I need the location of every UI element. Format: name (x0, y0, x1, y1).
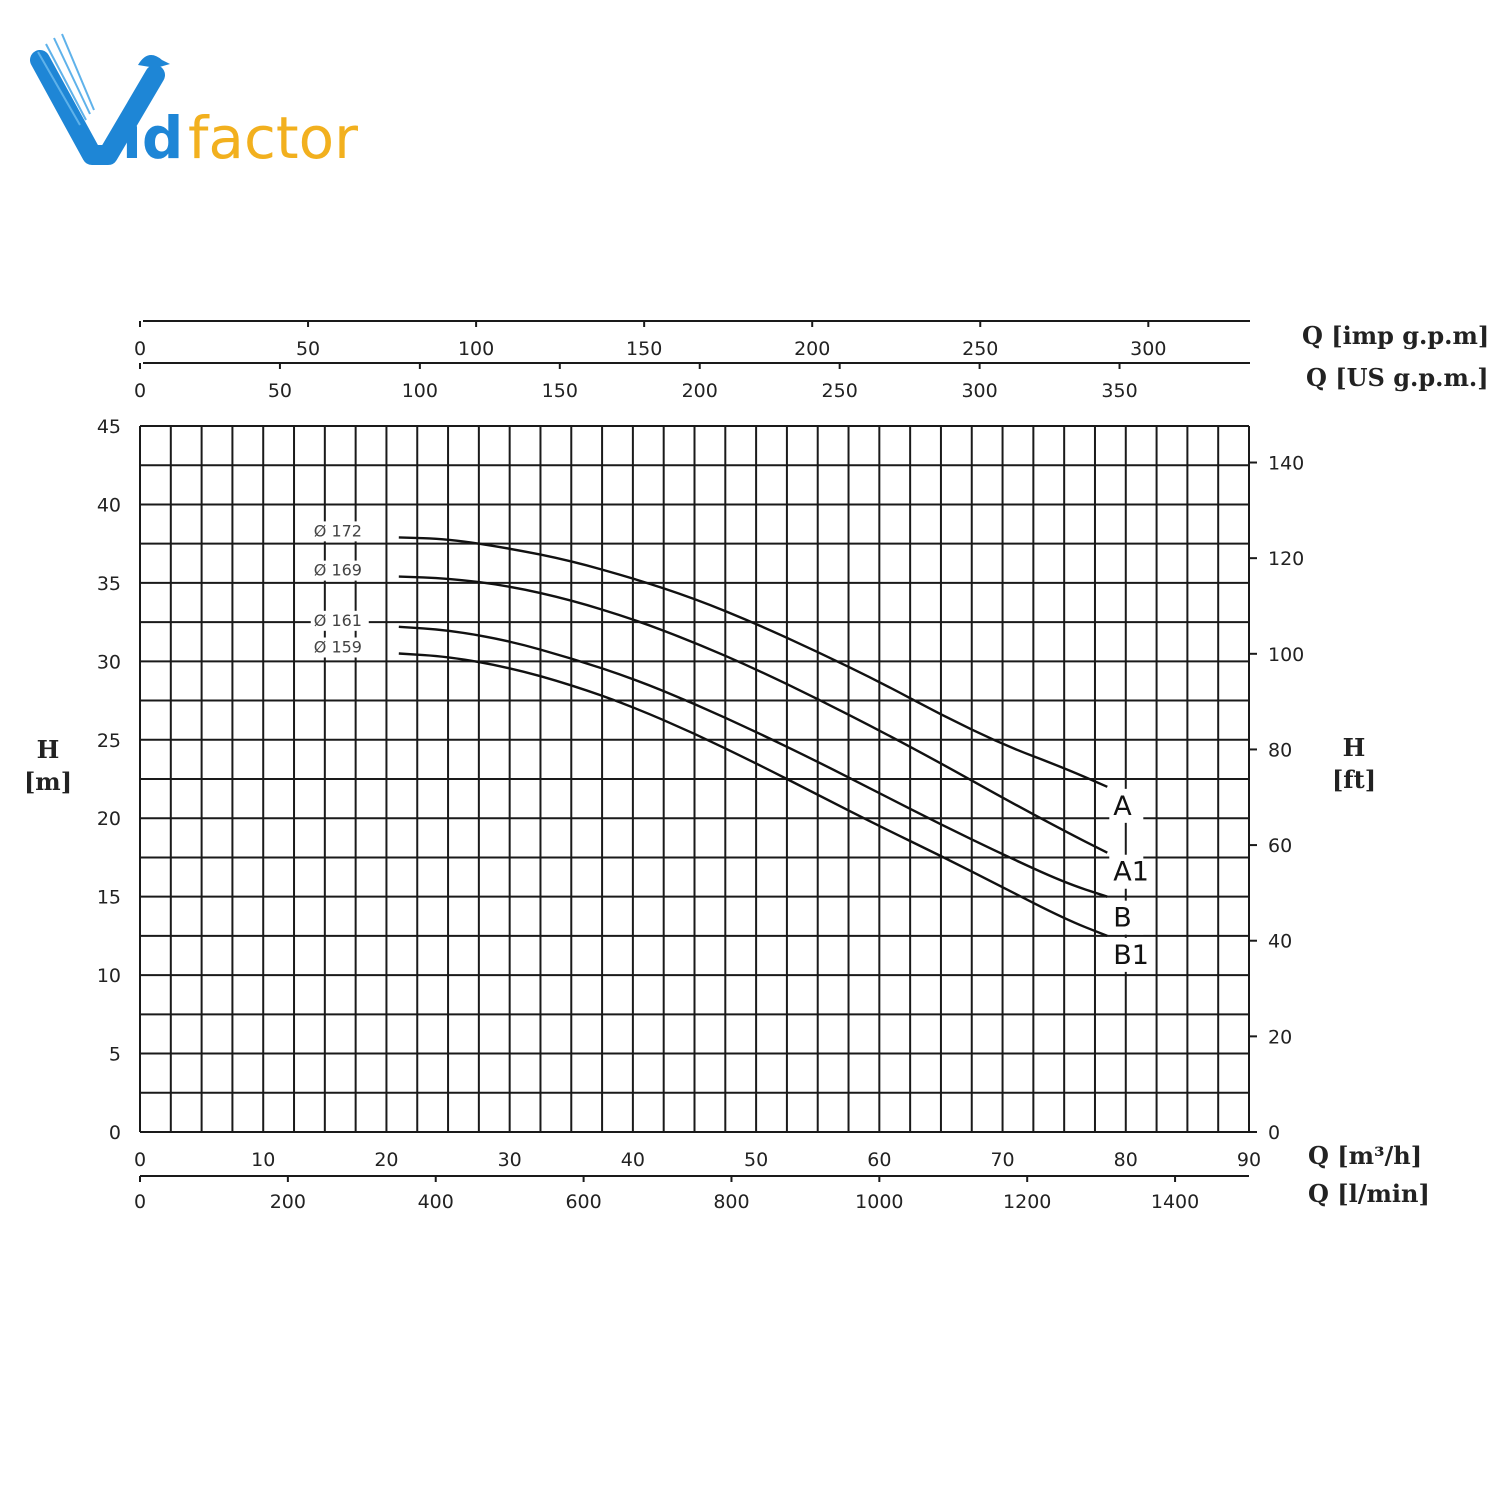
curve-label-bg (310, 521, 369, 542)
x-tick-label-m3h: 50 (744, 1149, 768, 1171)
x-tick-label-lmin: 1200 (1003, 1191, 1051, 1213)
pump-curve-a (398, 536, 1108, 788)
y-tick-label-m: 15 (97, 887, 121, 909)
curve-end-label: A1 (1113, 857, 1149, 888)
x-tick-label-usgpm: 100 (402, 380, 438, 402)
bird-wing-icon (30, 33, 170, 165)
x-tick-label-imp: 0 (134, 338, 146, 360)
y-tick-label-ft: 100 (1268, 644, 1304, 666)
x-axis-label-imp: Q [imp g.p.m] (1302, 321, 1489, 350)
end-label-bg (1109, 900, 1144, 935)
y-tick-label-m: 45 (97, 416, 121, 438)
x-tick-label-lmin: 200 (270, 1191, 306, 1213)
y-tick-label-m: 35 (97, 573, 121, 595)
curve-label-bg (310, 560, 369, 581)
end-label-bg (1109, 854, 1144, 889)
end-label-bg (1109, 788, 1144, 823)
curve-diameter-label: Ø 161 (314, 611, 362, 630)
x-tick-label-m3h: 20 (374, 1149, 398, 1171)
x-tick-label-m3h: 90 (1237, 1149, 1261, 1171)
pump-curve-b1 (398, 652, 1108, 938)
pump-curve-a1 (398, 575, 1108, 854)
vidfactor-logo: id factor (30, 33, 358, 172)
x-tick-label-imp: 100 (458, 338, 494, 360)
x-tick-label-usgpm: 250 (822, 380, 858, 402)
x-tick-label-imp: 150 (626, 338, 662, 360)
y-tick-label-m: 0 (109, 1122, 121, 1144)
x-axis-label-m3h: Q [m³/h] (1308, 1141, 1422, 1170)
y-tick-label-m: 20 (97, 808, 121, 830)
x-tick-label-imp: 250 (962, 338, 998, 360)
y-tick-label-m: 40 (97, 494, 121, 516)
x-tick-label-lmin: 1000 (855, 1191, 903, 1213)
y-tick-label-m: 30 (97, 651, 121, 673)
y-axis-label-left-line1: H (37, 735, 60, 764)
x-tick-label-usgpm: 150 (542, 380, 578, 402)
x-tick-label-usgpm: 50 (268, 380, 292, 402)
y-tick-label-ft: 0 (1268, 1122, 1280, 1144)
x-tick-label-m3h: 30 (498, 1149, 522, 1171)
chart-axes: 051015202530354045H[m]020406080100120140… (24, 320, 1489, 1213)
y-tick-label-ft: 140 (1268, 453, 1304, 475)
x-axis-label-lmin: Q [l/min] (1308, 1179, 1430, 1208)
x-tick-label-usgpm: 350 (1101, 380, 1137, 402)
curve-diameter-label: Ø 172 (314, 521, 362, 540)
y-tick-label-m: 25 (97, 730, 121, 752)
x-tick-label-lmin: 400 (418, 1191, 454, 1213)
x-tick-label-usgpm: 300 (961, 380, 997, 402)
x-tick-label-m3h: 60 (867, 1149, 891, 1171)
logo-text-suffix: factor (188, 104, 358, 172)
x-tick-label-usgpm: 200 (682, 380, 718, 402)
y-axis-label-right-line2: [ft] (1332, 765, 1376, 794)
curve-label-bg (310, 610, 369, 631)
y-tick-label-m: 10 (97, 965, 121, 987)
x-tick-label-imp: 300 (1130, 338, 1166, 360)
end-label-bg (1109, 937, 1144, 972)
curve-diameter-label: Ø 169 (314, 561, 362, 580)
y-tick-label-ft: 60 (1268, 835, 1292, 857)
x-tick-label-m3h: 70 (990, 1149, 1014, 1171)
x-tick-label-m3h: 40 (621, 1149, 645, 1171)
y-tick-label-ft: 20 (1268, 1026, 1292, 1048)
y-tick-label-ft: 40 (1268, 931, 1292, 953)
chart-labels: Ø 172 A Ø 169 A1 Ø 161 B Ø 159 B1 (310, 521, 1149, 972)
y-axis-label-left-line2: [m] (24, 767, 72, 796)
x-tick-label-lmin: 800 (713, 1191, 749, 1213)
y-tick-label-ft: 80 (1268, 739, 1292, 761)
x-tick-label-lmin: 600 (565, 1191, 601, 1213)
x-tick-label-m3h: 0 (134, 1149, 146, 1171)
x-tick-label-lmin: 0 (134, 1191, 146, 1213)
y-axis-label-right-line1: H (1343, 733, 1366, 762)
x-tick-label-m3h: 10 (251, 1149, 275, 1171)
x-tick-label-imp: 50 (296, 338, 320, 360)
logo-text-prefix: id (122, 104, 183, 172)
x-tick-label-lmin: 1400 (1151, 1191, 1199, 1213)
curve-end-label: B (1113, 903, 1132, 934)
chart-series (398, 536, 1108, 938)
y-tick-label-ft: 120 (1268, 548, 1304, 570)
x-axis-label-usgpm: Q [US g.p.m.] (1306, 363, 1489, 392)
pump-curve-b (398, 625, 1108, 898)
x-tick-label-imp: 200 (794, 338, 830, 360)
curve-end-label: B1 (1113, 940, 1149, 971)
y-tick-label-m: 5 (109, 1044, 121, 1066)
curve-diameter-label: Ø 159 (314, 637, 362, 656)
x-tick-label-m3h: 80 (1114, 1149, 1138, 1171)
chart-grid (139, 425, 1250, 1133)
curve-label-bg (310, 637, 369, 658)
curve-end-label: A (1113, 791, 1132, 822)
x-tick-label-usgpm: 0 (134, 380, 146, 402)
